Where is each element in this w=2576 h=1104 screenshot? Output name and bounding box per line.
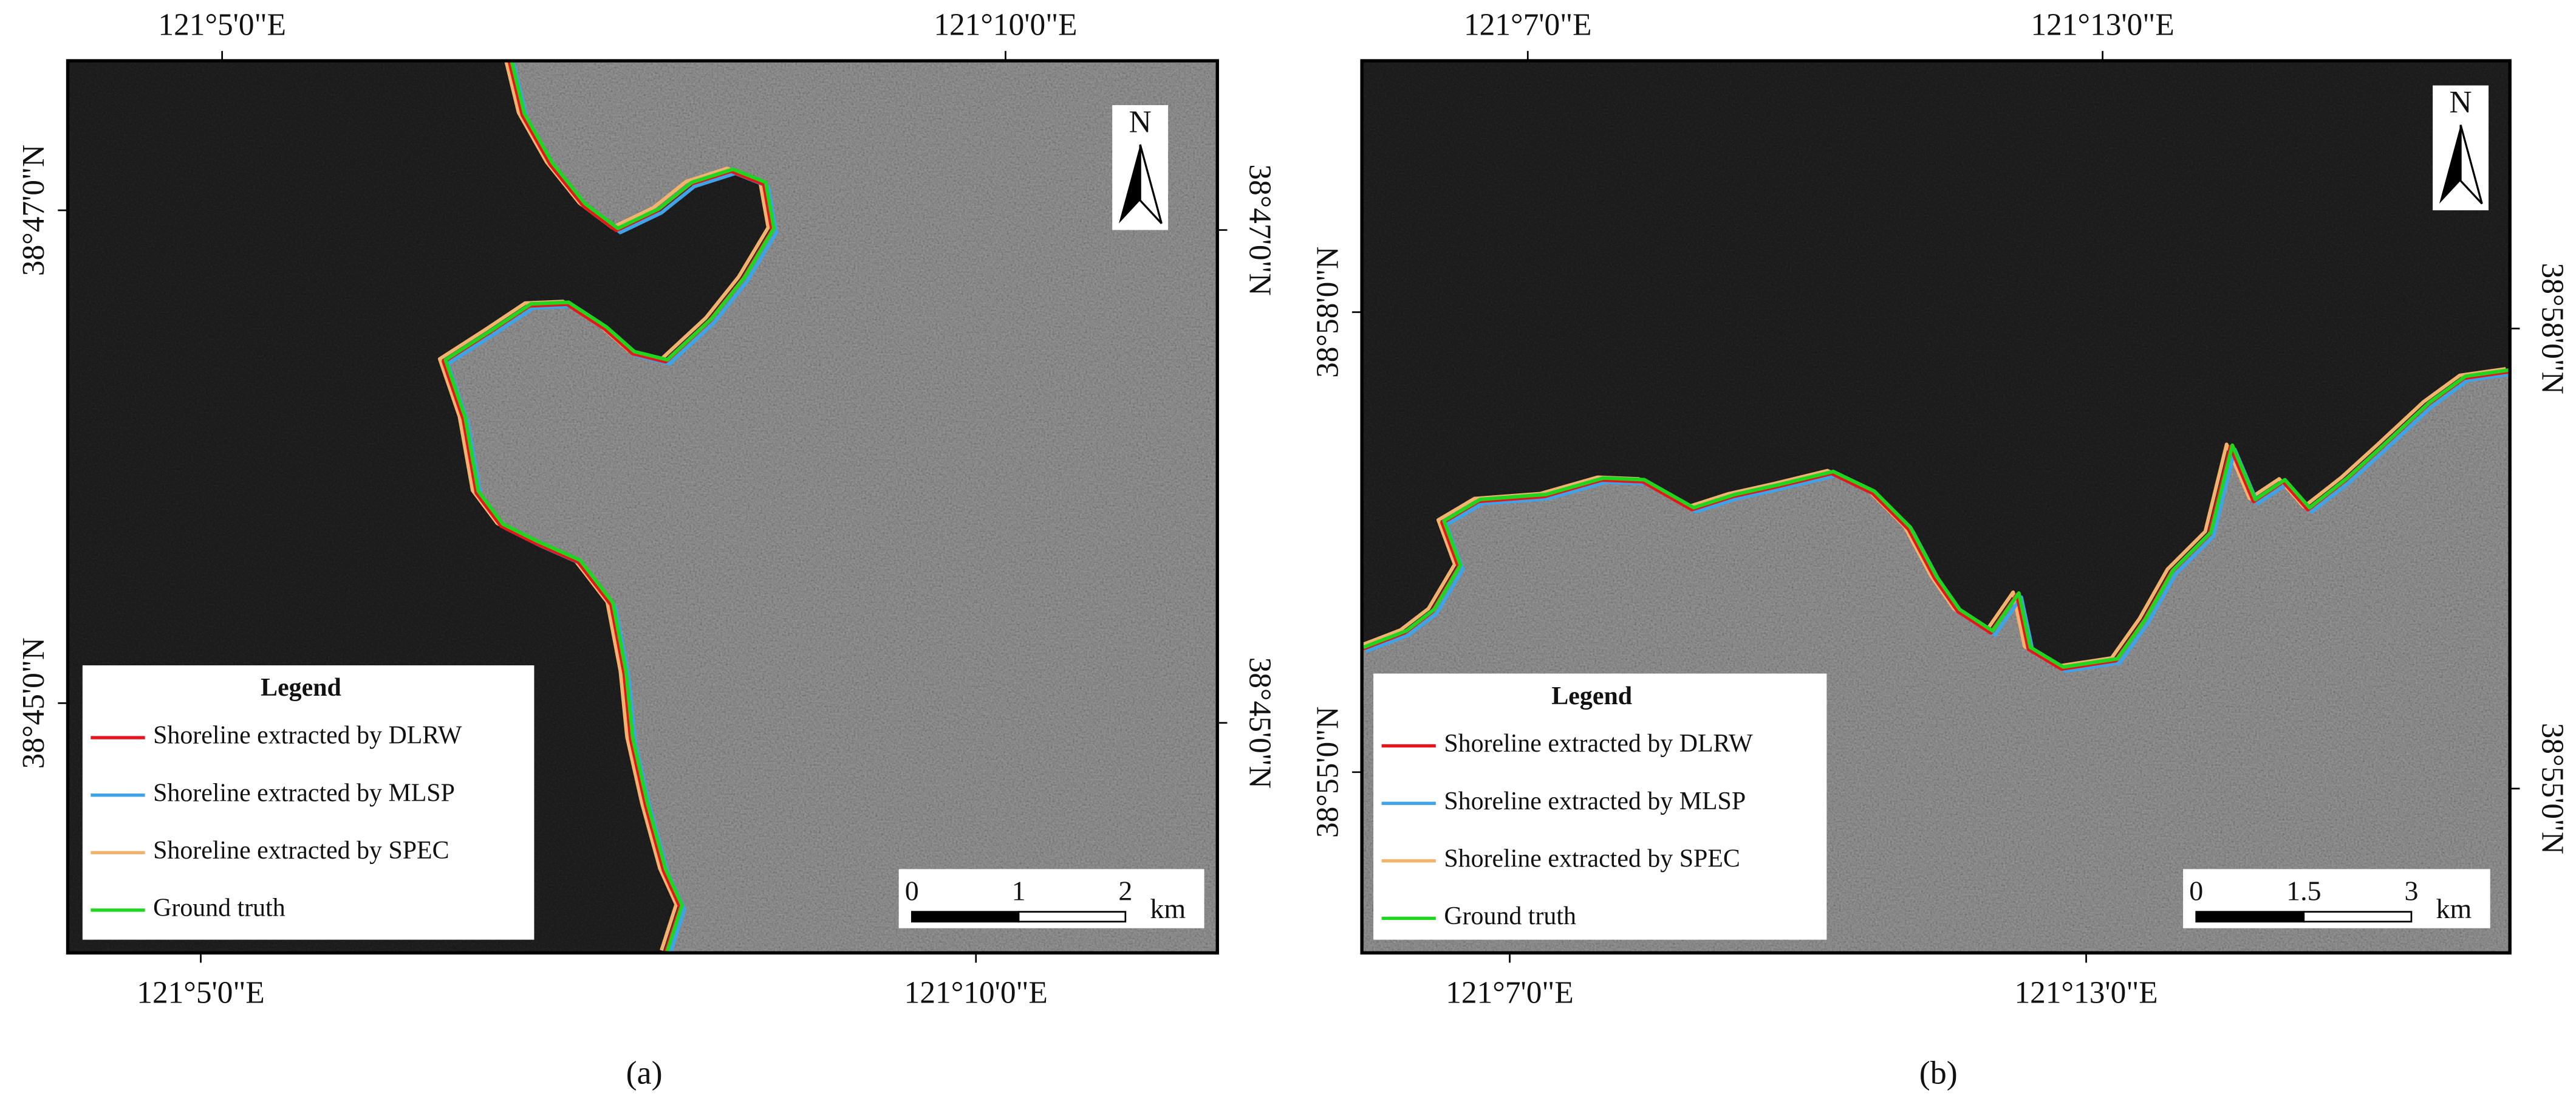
right-coord-label: 38°58'0"N [2535,263,2569,394]
scale-segment [2303,911,2413,923]
legend-label: Shoreline extracted by DLRW [1444,730,1753,758]
north-label: N [2450,85,2472,120]
top-coord-label: 121°10'0"E [934,8,1077,43]
scale-segment [1017,911,1127,923]
scale-label: 2 [1118,875,1132,906]
top-coord-label: 121°7'0"E [1464,8,1592,43]
land [443,61,1218,953]
legend-label: Shoreline extracted by MLSP [1444,787,1746,815]
scale-label: 0 [2189,875,2203,906]
top-coord-label: 121°13'0"E [2031,8,2175,43]
scale-unit: km [1150,893,1186,924]
right-coord-label: 38°47'0"N [1242,164,1277,295]
scale-label: 0 [905,875,919,906]
north-arrow [1119,144,1141,224]
north-arrow [2459,125,2483,205]
legend-label: Shoreline extracted by DLRW [153,722,462,750]
legend-label: Shoreline extracted by MLSP [153,779,455,807]
scale-segment [910,911,1020,923]
right-coord-label: 38°45'0"N [1242,657,1277,789]
legend-box [1373,673,1827,940]
panel-label: (b) [1919,1054,1958,1091]
legend-label: Shoreline extracted by SPEC [1444,845,1740,873]
left-coord-label: 38°58'0"N [1311,247,1345,378]
shoreline [1362,368,2510,669]
legend-label: Ground truth [1444,902,1576,930]
legend-label: Ground truth [153,894,285,922]
map-frame [66,59,1219,955]
scale-segment [2195,911,2305,923]
legend-label: Shoreline extracted by SPEC [153,837,449,865]
left-coord-label: 38°47'0"N [16,145,51,276]
legend-title: Legend [261,674,341,702]
legend-title: Legend [1551,682,1632,710]
bottom-coord-label: 121°7'0"E [1446,975,1574,1010]
top-coord-label: 121°5'0"E [158,8,286,43]
bottom-coord-label: 121°10'0"E [904,975,1048,1010]
map-panel: 121°7'0"E 121°13'0"E 121°7'0"E 121°13'0"E 38… [1311,8,2570,1091]
bottom-coord-label: 121°5'0"E [137,975,265,1010]
map-panel: 121°5'0"E 121°10'0"E 121°5'0"E 121°10'0"E 38… [16,8,1277,1091]
north-label: N [1129,105,1152,139]
right-coord-label: 38°55'0"N [2535,723,2569,854]
scale-label: 1 [1012,875,1026,906]
left-coord-label: 38°45'0"N [16,637,51,769]
north-arrow [1139,144,1163,224]
shoreline [443,61,776,952]
legend-box [82,665,535,940]
left-coord-label: 38°55'0"N [1311,707,1345,838]
bottom-coord-label: 121°13'0"E [2014,975,2157,1010]
map-frame [1360,59,2512,955]
scale-label: 3 [2404,875,2418,906]
panel-label: (a) [626,1054,663,1091]
scale-unit: km [2436,893,2472,924]
scale-label: 1.5 [2286,875,2321,906]
